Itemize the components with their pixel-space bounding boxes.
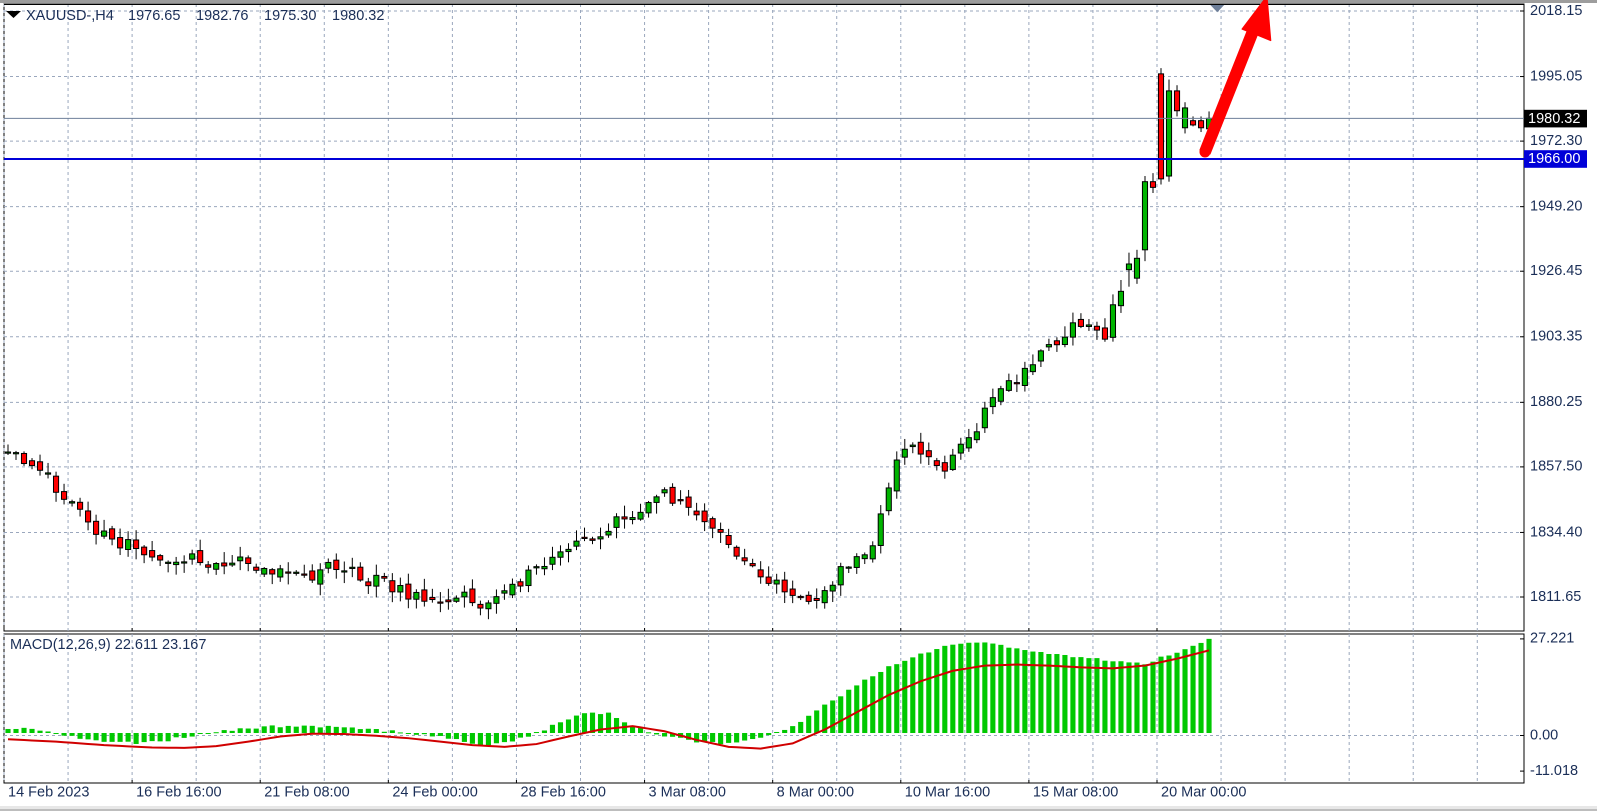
svg-text:1972.30: 1972.30	[1530, 133, 1582, 149]
svg-text:1834.40: 1834.40	[1530, 524, 1582, 540]
svg-text:15 Mar 08:00: 15 Mar 08:00	[1033, 785, 1118, 801]
svg-text:27.221: 27.221	[1530, 631, 1574, 647]
svg-text:MACD(12,26,9) 22.611 23.167: MACD(12,26,9) 22.611 23.167	[10, 637, 206, 653]
svg-text:14 Feb 2023: 14 Feb 2023	[8, 785, 89, 801]
svg-text:28 Feb 16:00: 28 Feb 16:00	[520, 785, 605, 801]
svg-text:1995.05: 1995.05	[1530, 68, 1582, 84]
svg-text:1926.45: 1926.45	[1530, 263, 1582, 279]
svg-text:1903.35: 1903.35	[1530, 329, 1582, 345]
svg-text:3 Mar 08:00: 3 Mar 08:00	[649, 785, 726, 801]
svg-text:1980.32: 1980.32	[332, 8, 384, 24]
svg-text:1966.00: 1966.00	[1528, 151, 1580, 167]
svg-text:1975.30: 1975.30	[264, 8, 316, 24]
svg-text:1976.65: 1976.65	[128, 8, 180, 24]
svg-text:1857.50: 1857.50	[1530, 459, 1582, 475]
svg-text:XAUUSD-,H4: XAUUSD-,H4	[26, 8, 114, 24]
svg-text:24 Feb 00:00: 24 Feb 00:00	[392, 785, 477, 801]
svg-text:21 Feb 08:00: 21 Feb 08:00	[264, 785, 349, 801]
svg-text:0.00: 0.00	[1530, 727, 1558, 743]
svg-text:1811.65: 1811.65	[1530, 589, 1581, 605]
svg-text:1880.25: 1880.25	[1530, 394, 1582, 410]
svg-text:1982.76: 1982.76	[196, 8, 248, 24]
svg-text:2018.15: 2018.15	[1530, 3, 1582, 19]
svg-text:1980.32: 1980.32	[1528, 111, 1580, 127]
svg-text:16 Feb 16:00: 16 Feb 16:00	[136, 785, 221, 801]
svg-text:10 Mar 16:00: 10 Mar 16:00	[905, 785, 990, 801]
svg-text:20 Mar 00:00: 20 Mar 00:00	[1161, 785, 1246, 801]
svg-text:1949.20: 1949.20	[1530, 198, 1582, 214]
svg-text:-11.018: -11.018	[1530, 763, 1578, 779]
svg-text:8 Mar 00:00: 8 Mar 00:00	[777, 785, 854, 801]
